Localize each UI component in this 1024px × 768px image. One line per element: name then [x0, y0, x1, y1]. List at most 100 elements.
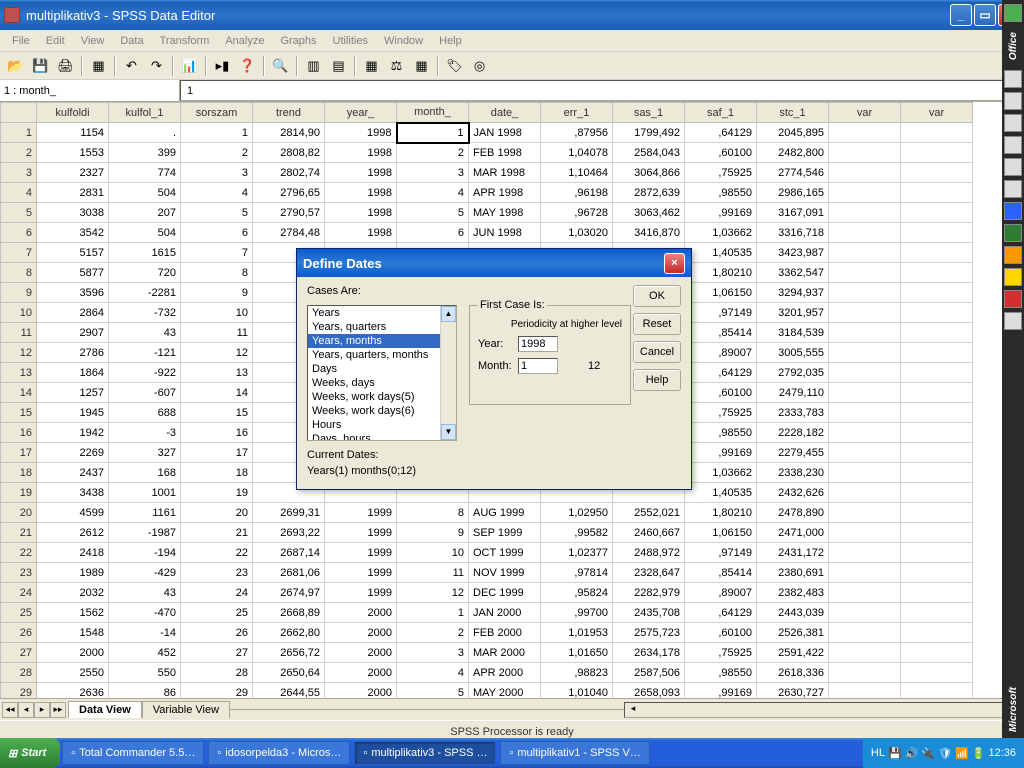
cell[interactable]: 2479,110	[757, 383, 829, 403]
row-header[interactable]: 22	[1, 543, 37, 563]
cell[interactable]	[829, 463, 901, 483]
cell[interactable]: 1,04078	[541, 143, 613, 163]
cell[interactable]: 2045,895	[757, 123, 829, 143]
cell[interactable]: 1998	[325, 123, 397, 143]
cell[interactable]	[901, 563, 973, 583]
month-input[interactable]	[518, 358, 558, 374]
cell[interactable]: 12	[397, 583, 469, 603]
office-app-icon[interactable]	[1004, 312, 1022, 330]
cell[interactable]: 2630,727	[757, 683, 829, 699]
menu-data[interactable]: Data	[112, 33, 151, 49]
row-header[interactable]: 1	[1, 123, 37, 143]
cell[interactable]	[901, 123, 973, 143]
cell[interactable]: 6	[397, 223, 469, 243]
cell[interactable]: 4	[181, 183, 253, 203]
cell[interactable]: 2000	[325, 663, 397, 683]
cell[interactable]: 2674,97	[253, 583, 325, 603]
cell[interactable]: 11	[181, 323, 253, 343]
menu-file[interactable]: File	[4, 33, 38, 49]
cell[interactable]: -194	[109, 543, 181, 563]
dialog-close-button[interactable]: ×	[664, 253, 685, 274]
year-input[interactable]	[518, 336, 558, 352]
cell[interactable]: ,98823	[541, 663, 613, 683]
print-icon[interactable]: 🖨	[54, 55, 77, 77]
scroll-up-icon[interactable]: ▲	[441, 306, 456, 322]
listbox-item[interactable]: Years, quarters, months	[308, 348, 456, 362]
cell[interactable]: ,99169	[685, 683, 757, 699]
cell[interactable]	[901, 343, 973, 363]
cell[interactable]	[901, 643, 973, 663]
cell[interactable]	[829, 563, 901, 583]
cell[interactable]	[829, 443, 901, 463]
cell[interactable]: 3416,870	[613, 223, 685, 243]
cell[interactable]: 1	[397, 123, 469, 143]
cell[interactable]: 1,40535	[685, 483, 757, 503]
cell[interactable]: 1998	[325, 143, 397, 163]
cell[interactable]	[829, 523, 901, 543]
cell[interactable]: 2612	[37, 523, 109, 543]
cell[interactable]	[901, 443, 973, 463]
column-header[interactable]: var	[901, 103, 973, 123]
cell[interactable]: 1257	[37, 383, 109, 403]
cell[interactable]: 2687,14	[253, 543, 325, 563]
menu-utilities[interactable]: Utilities	[325, 33, 376, 49]
cell[interactable]: ,97814	[541, 563, 613, 583]
cell[interactable]: 1998	[325, 203, 397, 223]
cell[interactable]: 1,02377	[541, 543, 613, 563]
cell[interactable]: 1,01040	[541, 683, 613, 699]
listbox-item[interactable]: Days	[308, 362, 456, 376]
insert-case-icon[interactable]: ▥	[302, 55, 325, 77]
office-app-icon[interactable]	[1004, 268, 1022, 286]
ok-button[interactable]: OK	[633, 285, 681, 307]
cell[interactable]: 1998	[325, 183, 397, 203]
cell[interactable]: 3542	[37, 223, 109, 243]
cell[interactable]	[901, 323, 973, 343]
cell[interactable]: 2460,667	[613, 523, 685, 543]
cell[interactable]	[901, 623, 973, 643]
weight-icon[interactable]: ⚖	[385, 55, 408, 77]
cell[interactable]: 3438	[37, 483, 109, 503]
cell[interactable]: 1,02950	[541, 503, 613, 523]
cell[interactable]: 504	[109, 183, 181, 203]
cell[interactable]: JUN 1998	[469, 223, 541, 243]
cell[interactable]: 2636	[37, 683, 109, 699]
column-header[interactable]: date_	[469, 103, 541, 123]
cell[interactable]: 2618,336	[757, 663, 829, 683]
cell[interactable]: 2488,972	[613, 543, 685, 563]
row-header[interactable]: 17	[1, 443, 37, 463]
cell[interactable]: MAR 2000	[469, 643, 541, 663]
language-indicator[interactable]: HL	[871, 747, 885, 759]
cell[interactable]: 2	[181, 143, 253, 163]
cell[interactable]: OCT 1999	[469, 543, 541, 563]
cell[interactable]: NOV 1999	[469, 563, 541, 583]
cell[interactable]: 1,03020	[541, 223, 613, 243]
column-header[interactable]: kulfol_1	[109, 103, 181, 123]
cell[interactable]: -429	[109, 563, 181, 583]
cell[interactable]: ,97149	[685, 543, 757, 563]
cell[interactable]: 1,80210	[685, 263, 757, 283]
cell[interactable]: 5157	[37, 243, 109, 263]
cell[interactable]: 22	[181, 543, 253, 563]
cell[interactable]: 2786	[37, 343, 109, 363]
cell[interactable]: ,87956	[541, 123, 613, 143]
cell[interactable]: 2550	[37, 663, 109, 683]
cell[interactable]: -1987	[109, 523, 181, 543]
row-header[interactable]: 24	[1, 583, 37, 603]
cell[interactable]: 2986,165	[757, 183, 829, 203]
cell[interactable]	[829, 583, 901, 603]
system-tray[interactable]: HL 💾🔊🔌🛡📶🔋 12:36	[863, 738, 1024, 768]
row-header[interactable]: 10	[1, 303, 37, 323]
chart-icon[interactable]: 📊	[178, 55, 201, 77]
cell[interactable]: JAN 1998	[469, 123, 541, 143]
cell[interactable]: 1615	[109, 243, 181, 263]
cell[interactable]: 6	[181, 223, 253, 243]
cell[interactable]	[901, 203, 973, 223]
row-header[interactable]: 8	[1, 263, 37, 283]
cell[interactable]: 7	[181, 243, 253, 263]
cell[interactable]: AUG 1999	[469, 503, 541, 523]
cell[interactable]: 1,01953	[541, 623, 613, 643]
listbox-item[interactable]: Years, months	[308, 334, 456, 348]
cell[interactable]: 1999	[325, 503, 397, 523]
cell-value[interactable]: 1	[180, 80, 1024, 101]
cell[interactable]: 1942	[37, 423, 109, 443]
